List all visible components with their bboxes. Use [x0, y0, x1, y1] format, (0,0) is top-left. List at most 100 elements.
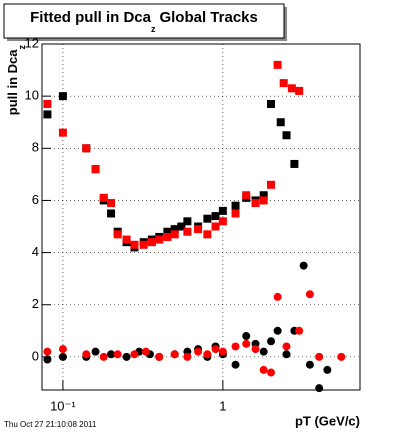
point: [211, 222, 220, 231]
point: [113, 350, 122, 359]
point: [211, 212, 220, 221]
point: [99, 352, 108, 361]
title-suffix: Global Tracks: [159, 9, 257, 26]
point: [242, 332, 251, 341]
point: [107, 199, 116, 208]
point: [122, 352, 131, 361]
point: [282, 131, 291, 140]
point: [141, 347, 150, 356]
point: [259, 191, 268, 200]
point: [259, 196, 268, 205]
point: [315, 352, 324, 361]
point: [58, 352, 67, 361]
point: [273, 60, 282, 69]
x-axis-label: pT (GeV/c): [295, 413, 360, 428]
point: [155, 235, 164, 244]
point: [58, 128, 67, 137]
plot-frame: [41, 43, 361, 391]
y-tick-label: 6: [32, 192, 39, 207]
point: [218, 206, 227, 215]
point: [170, 350, 179, 359]
chart-title: Fitted pull in DcazGlobal Tracks: [30, 9, 258, 34]
point: [130, 240, 139, 249]
point: [170, 225, 179, 234]
point: [290, 159, 299, 168]
point: [231, 342, 240, 351]
y-tick-label: 8: [32, 140, 39, 155]
point: [218, 347, 227, 356]
point: [259, 365, 268, 374]
point: [43, 347, 52, 356]
point: [323, 365, 332, 374]
point: [183, 227, 192, 236]
point: [183, 352, 192, 361]
point: [305, 290, 314, 299]
point: [242, 339, 251, 348]
point: [82, 350, 91, 359]
point: [295, 326, 304, 335]
point: [211, 345, 220, 354]
point: [107, 209, 116, 218]
x-tick-label: 10⁻¹: [50, 398, 76, 413]
point: [315, 384, 324, 393]
point: [267, 180, 276, 189]
point: [139, 240, 148, 249]
point: [43, 110, 52, 119]
title-main: Fitted pull in Dca: [30, 9, 151, 26]
point: [282, 342, 291, 351]
point: [107, 350, 116, 359]
title-box: [3, 3, 285, 39]
point: [299, 261, 308, 270]
point: [273, 292, 282, 301]
point: [113, 230, 122, 239]
point: [43, 355, 52, 364]
point: [231, 209, 240, 218]
point: [305, 360, 314, 369]
y-tick-label: 0: [32, 348, 39, 363]
point: [163, 227, 172, 236]
point: [130, 350, 139, 359]
point: [231, 201, 240, 210]
point: [147, 238, 156, 247]
point: [242, 191, 251, 200]
point: [58, 345, 67, 354]
y-label-subscript: z: [17, 45, 27, 50]
point: [337, 352, 346, 361]
point: [170, 230, 179, 239]
y-label-main: pull in Dca: [5, 49, 20, 116]
y-tick-label: 10: [25, 88, 39, 103]
y-axis-label: pull in Dcaz: [5, 45, 27, 116]
point: [295, 86, 304, 95]
y-tick-label: 2: [32, 296, 39, 311]
point: [276, 118, 285, 127]
point: [203, 214, 212, 223]
point: [267, 337, 276, 346]
point: [282, 350, 291, 359]
point: [267, 99, 276, 108]
point: [279, 79, 288, 88]
point: [155, 352, 164, 361]
point: [259, 347, 268, 356]
point: [251, 199, 260, 208]
point: [177, 222, 186, 231]
y-tick-label: 4: [32, 244, 39, 259]
point: [231, 360, 240, 369]
point: [43, 99, 52, 108]
x-tick-label: 1: [219, 398, 226, 413]
point: [183, 217, 192, 226]
point: [122, 235, 131, 244]
point: [163, 232, 172, 241]
point: [91, 347, 100, 356]
y-tick-label: 12: [25, 35, 39, 50]
point: [194, 347, 203, 356]
point: [82, 144, 91, 153]
point: [251, 345, 260, 354]
point: [218, 217, 227, 226]
point: [99, 193, 108, 202]
point: [287, 84, 296, 93]
point: [58, 92, 67, 101]
point: [203, 350, 212, 359]
point: [273, 326, 282, 335]
